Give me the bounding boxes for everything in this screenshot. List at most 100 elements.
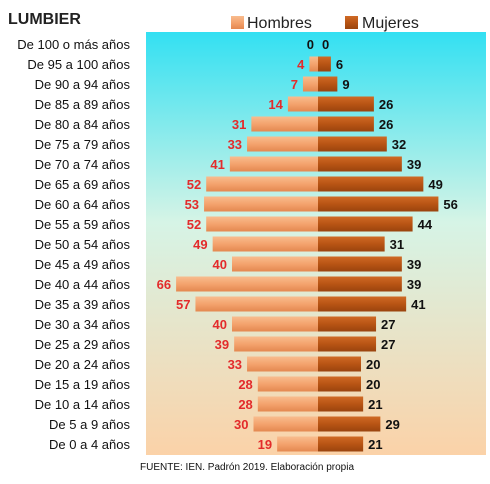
category-label-de-40-a-44-anos: De 40 a 44 años (35, 277, 131, 292)
bar-mujeres-de-65-a-69-anos (318, 176, 424, 192)
bar-mujeres-de-45-a-49-anos (318, 256, 402, 272)
value-label-mujeres-de-0-a-4-anos: 21 (368, 437, 382, 452)
bar-mujeres-de-25-a-29-anos (318, 336, 377, 352)
bar-hombres-de-55-a-59-anos (206, 216, 318, 232)
legend-swatch-mujeres (345, 16, 358, 29)
value-label-mujeres-de-50-a-54-anos: 31 (390, 237, 404, 252)
bar-mujeres-de-90-a-94-anos (318, 76, 338, 92)
value-label-mujeres-de-95-a-100-anos: 6 (336, 57, 343, 72)
bar-mujeres-de-20-a-24-anos (318, 356, 361, 372)
category-label-de-70-a-74-anos: De 70 a 74 años (35, 157, 131, 172)
value-label-hombres-de-55-a-59-anos: 52 (187, 217, 201, 232)
value-label-hombres-de-90-a-94-anos: 7 (291, 77, 298, 92)
value-label-mujeres-de-90-a-94-anos: 9 (342, 77, 349, 92)
bar-hombres-de-30-a-34-anos (232, 316, 318, 332)
value-label-hombres-de-10-a-14-anos: 28 (238, 397, 252, 412)
bar-mujeres-de-60-a-64-anos (318, 196, 439, 212)
bar-hombres-de-20-a-24-anos (247, 356, 318, 372)
category-label-de-25-a-29-anos: De 25 a 29 años (35, 337, 131, 352)
bar-mujeres-de-80-a-84-anos (318, 116, 374, 132)
bar-mujeres-de-40-a-44-anos (318, 276, 402, 292)
bar-mujeres-de-5-a-9-anos (318, 416, 381, 432)
bar-mujeres-de-95-a-100-anos (318, 56, 331, 72)
value-label-hombres-de-0-a-4-anos: 19 (258, 437, 272, 452)
bar-hombres-de-90-a-94-anos (302, 76, 318, 92)
bar-hombres-de-15-a-19-anos (257, 376, 318, 392)
value-label-mujeres-de-70-a-74-anos: 39 (407, 157, 421, 172)
value-label-mujeres-de-80-a-84-anos: 26 (379, 117, 393, 132)
category-label-de-0-a-4-anos: De 0 a 4 años (49, 437, 130, 452)
bar-hombres-de-95-a-100-anos (309, 56, 318, 72)
value-label-mujeres-de-5-a-9-anos: 29 (385, 417, 399, 432)
value-label-hombres-de-60-a-64-anos: 53 (185, 197, 199, 212)
chart-title: LUMBIER (8, 11, 81, 28)
category-label-de-85-a-89-anos: De 85 a 89 años (35, 97, 131, 112)
value-label-mujeres-de-45-a-49-anos: 39 (407, 257, 421, 272)
value-label-mujeres-de-30-a-34-anos: 27 (381, 317, 395, 332)
category-label-de-35-a-39-anos: De 35 a 39 años (35, 297, 131, 312)
category-label-de-30-a-34-anos: De 30 a 34 años (35, 317, 131, 332)
category-label-de-45-a-49-anos: De 45 a 49 años (35, 257, 131, 272)
bar-hombres-de-75-a-79-anos (247, 136, 318, 152)
bar-mujeres-de-85-a-89-anos (318, 96, 374, 112)
bar-hombres-de-65-a-69-anos (206, 176, 318, 192)
value-label-mujeres-de-10-a-14-anos: 21 (368, 397, 382, 412)
bar-mujeres-de-70-a-74-anos (318, 156, 402, 172)
bar-hombres-de-60-a-64-anos (204, 196, 318, 212)
value-label-hombres-de-30-a-34-anos: 40 (213, 317, 227, 332)
value-label-hombres-de-5-a-9-anos: 30 (234, 417, 248, 432)
bar-hombres-de-40-a-44-anos (176, 276, 318, 292)
value-label-mujeres-de-15-a-19-anos: 20 (366, 377, 380, 392)
category-label-de-20-a-24-anos: De 20 a 24 años (35, 357, 131, 372)
value-label-mujeres-de-35-a-39-anos: 41 (411, 297, 425, 312)
value-label-hombres-de-70-a-74-anos: 41 (210, 157, 224, 172)
category-label-de-55-a-59-anos: De 55 a 59 años (35, 217, 131, 232)
value-label-mujeres-de-55-a-59-anos: 44 (418, 217, 433, 232)
legend-swatch-hombres (231, 16, 244, 29)
bar-mujeres-de-35-a-39-anos (318, 296, 407, 312)
value-label-hombres-de-80-a-84-anos: 31 (232, 117, 246, 132)
bar-hombres-de-85-a-89-anos (287, 96, 318, 112)
category-label-de-15-a-19-anos: De 15 a 19 años (35, 377, 131, 392)
value-label-mujeres-de-75-a-79-anos: 32 (392, 137, 406, 152)
category-label-de-5-a-9-anos: De 5 a 9 años (49, 417, 130, 432)
category-label-de-50-a-54-anos: De 50 a 54 años (35, 237, 131, 252)
bar-mujeres-de-30-a-34-anos (318, 316, 377, 332)
source-note: FUENTE: IEN. Padrón 2019. Elaboración pr… (140, 462, 354, 473)
bar-mujeres-de-50-a-54-anos (318, 236, 385, 252)
bar-hombres-de-0-a-4-anos (277, 436, 318, 452)
value-label-hombres-de-95-a-100-anos: 4 (297, 57, 305, 72)
value-label-hombres-de-15-a-19-anos: 28 (238, 377, 252, 392)
legend-label-mujeres: Mujeres (362, 15, 419, 32)
value-label-hombres-de-45-a-49-anos: 40 (213, 257, 227, 272)
bar-hombres-de-70-a-74-anos (229, 156, 318, 172)
bar-hombres-de-80-a-84-anos (251, 116, 318, 132)
value-label-mujeres-de-65-a-69-anos: 49 (428, 177, 442, 192)
bar-hombres-de-10-a-14-anos (257, 396, 318, 412)
bar-mujeres-de-0-a-4-anos (318, 436, 364, 452)
chart-rows: De 100 o más años 0 0 De 95 a 100 años 4 6 De … (17, 37, 458, 452)
value-label-mujeres-de-20-a-24-anos: 20 (366, 357, 380, 372)
legend: Hombres Mujeres (231, 15, 419, 32)
bar-mujeres-de-15-a-19-anos (318, 376, 361, 392)
value-label-hombres-de-75-a-79-anos: 33 (228, 137, 242, 152)
category-label-de-65-a-69-anos: De 65 a 69 años (35, 177, 131, 192)
bar-hombres-de-5-a-9-anos (253, 416, 318, 432)
value-label-hombres-de-20-a-24-anos: 33 (228, 357, 242, 372)
category-label-de-75-a-79-anos: De 75 a 79 años (35, 137, 131, 152)
legend-label-hombres: Hombres (247, 15, 312, 32)
category-label-de-60-a-64-anos: De 60 a 64 años (35, 197, 131, 212)
category-label-de-90-a-94-anos: De 90 a 94 años (35, 77, 131, 92)
bar-hombres-de-25-a-29-anos (234, 336, 318, 352)
value-label-hombres-de-35-a-39-anos: 57 (176, 297, 190, 312)
value-label-hombres-de-100-o-mas-anos: 0 (307, 37, 314, 52)
category-label-de-95-a-100-anos: De 95 a 100 años (27, 57, 130, 72)
bar-mujeres-de-55-a-59-anos (318, 216, 413, 232)
bar-hombres-de-45-a-49-anos (232, 256, 318, 272)
value-label-mujeres-de-85-a-89-anos: 26 (379, 97, 393, 112)
value-label-mujeres-de-40-a-44-anos: 39 (407, 277, 421, 292)
value-label-hombres-de-25-a-29-anos: 39 (215, 337, 229, 352)
value-label-hombres-de-85-a-89-anos: 14 (268, 97, 283, 112)
value-label-hombres-de-65-a-69-anos: 52 (187, 177, 201, 192)
